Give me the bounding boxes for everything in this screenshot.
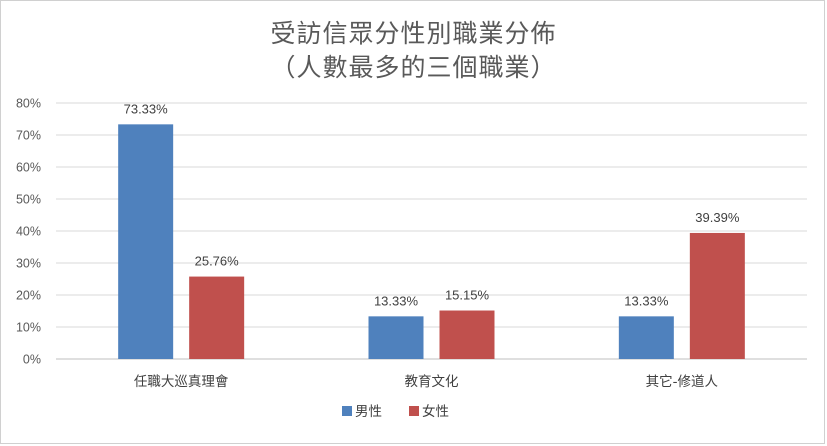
data-label: 13.33%	[624, 293, 669, 308]
y-tick-label: 40%	[16, 225, 41, 239]
bar	[689, 232, 745, 359]
y-tick-label: 20%	[16, 289, 41, 303]
chart-title-line2: （人數最多的三個職業）	[270, 53, 557, 82]
y-tick-label: 60%	[16, 161, 41, 175]
y-tick-label: 50%	[16, 193, 41, 207]
legend-label: 女性	[422, 403, 449, 420]
y-tick-label: 30%	[16, 257, 41, 271]
data-label: 25.76%	[195, 254, 240, 269]
legend-swatch	[342, 406, 352, 416]
bar	[618, 316, 674, 359]
data-label: 15.15%	[445, 288, 490, 303]
bar	[118, 124, 174, 360]
y-tick-label: 0%	[23, 353, 41, 367]
y-tick-label: 80%	[16, 97, 41, 111]
x-category-label: 任職大巡真理會	[134, 374, 229, 390]
y-tick-label: 70%	[16, 129, 41, 143]
chart-title-line1: 受訪信眾分性別職業分佈	[270, 19, 557, 48]
legend-swatch	[409, 406, 419, 416]
bar	[439, 310, 495, 359]
x-category-label: 其它-修道人	[646, 373, 719, 390]
data-label: 39.39%	[695, 210, 740, 225]
bar	[189, 276, 245, 359]
x-category-label: 教育文化	[405, 374, 459, 390]
legend-label: 男性	[355, 404, 382, 420]
data-label: 13.33%	[374, 293, 419, 308]
y-tick-label: 10%	[16, 321, 41, 335]
bar	[368, 316, 424, 359]
data-label: 73.33%	[124, 101, 169, 116]
